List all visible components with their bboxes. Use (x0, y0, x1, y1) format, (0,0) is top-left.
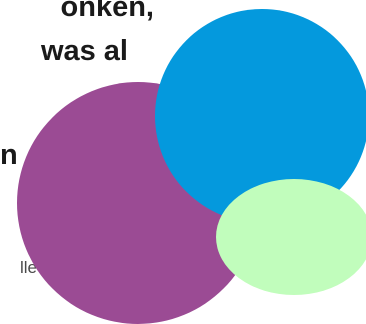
headline-line-3: n (0, 139, 18, 171)
headline-line-2: was al (40, 35, 128, 67)
green-circle-decoration (216, 179, 366, 295)
headline-line-1: onken, (60, 0, 154, 23)
